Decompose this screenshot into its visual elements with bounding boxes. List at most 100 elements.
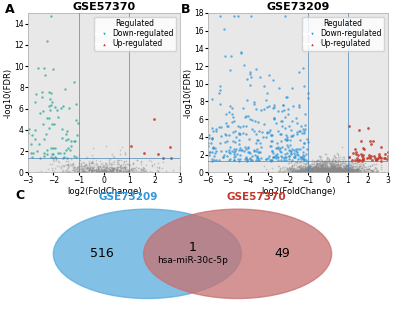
Point	[332, 169, 339, 174]
Point	[90, 168, 96, 174]
Point	[335, 168, 341, 173]
Point	[48, 90, 54, 96]
Point	[314, 160, 320, 165]
Point	[68, 157, 74, 162]
Point	[337, 169, 344, 174]
Point	[341, 168, 348, 174]
Point	[323, 169, 329, 174]
Point	[323, 169, 330, 174]
Point	[325, 166, 331, 172]
Point	[304, 169, 311, 174]
Point	[280, 166, 287, 172]
Point	[100, 167, 107, 172]
Point	[86, 168, 92, 173]
Point	[52, 156, 59, 161]
Point	[300, 168, 306, 173]
Point	[282, 169, 288, 175]
Point	[206, 133, 212, 138]
Point	[329, 165, 336, 170]
Point	[310, 164, 316, 169]
Point	[255, 150, 262, 155]
Point	[355, 167, 361, 172]
Point	[305, 165, 312, 171]
Point	[343, 168, 350, 173]
Point	[99, 169, 105, 174]
Point	[342, 168, 348, 173]
Point	[318, 163, 324, 168]
Point	[369, 169, 376, 174]
Point	[314, 169, 320, 174]
Point	[326, 165, 332, 171]
Point	[279, 155, 285, 160]
Point	[344, 168, 350, 173]
Point	[314, 167, 321, 172]
Point	[206, 150, 212, 155]
Point	[332, 169, 338, 174]
Point	[302, 111, 308, 117]
Point	[348, 170, 354, 175]
Point	[328, 166, 334, 171]
Point	[330, 164, 336, 170]
Point	[40, 109, 46, 114]
Point	[368, 154, 375, 159]
Point	[80, 163, 86, 168]
Point	[307, 163, 313, 169]
Point	[302, 169, 308, 174]
Point	[320, 164, 326, 169]
Point	[313, 167, 320, 172]
Point	[339, 170, 346, 175]
Point	[122, 168, 129, 173]
Point	[332, 154, 338, 160]
Point	[307, 164, 314, 169]
Point	[116, 161, 122, 166]
Point	[294, 167, 300, 173]
Point	[139, 165, 146, 171]
Point	[334, 169, 340, 175]
Point	[314, 163, 321, 169]
Point	[312, 169, 318, 175]
Point	[260, 135, 266, 140]
Point	[349, 168, 355, 173]
Point	[322, 166, 328, 171]
Point	[338, 169, 344, 174]
Point	[84, 167, 91, 172]
Point	[305, 170, 311, 175]
Point	[307, 166, 313, 171]
Point	[346, 170, 353, 175]
Point	[337, 169, 344, 175]
Point	[293, 165, 299, 171]
Point	[333, 160, 340, 165]
Point	[319, 160, 325, 165]
Point	[256, 140, 263, 146]
Point	[315, 169, 322, 174]
Point	[302, 164, 308, 169]
Point	[296, 137, 303, 142]
Point	[304, 166, 310, 171]
Point	[368, 167, 374, 172]
Point	[328, 168, 334, 174]
Point	[284, 142, 290, 147]
Point	[130, 161, 136, 166]
Point	[86, 167, 92, 173]
Point	[99, 167, 106, 173]
Point	[337, 168, 344, 174]
Point	[139, 167, 145, 173]
Point	[314, 157, 320, 162]
Point	[338, 165, 344, 171]
Text: A: A	[5, 4, 15, 17]
Point	[328, 166, 334, 171]
Point	[114, 160, 121, 165]
Point	[337, 169, 343, 175]
Point	[216, 158, 222, 163]
Point	[117, 166, 123, 172]
Point	[332, 168, 339, 173]
Point	[65, 169, 72, 175]
Point	[290, 167, 296, 172]
Point	[244, 113, 251, 118]
Point	[306, 166, 312, 172]
Point	[340, 168, 346, 173]
Point	[329, 162, 336, 168]
Point	[331, 166, 337, 171]
Point	[244, 77, 250, 82]
Point	[270, 150, 276, 156]
